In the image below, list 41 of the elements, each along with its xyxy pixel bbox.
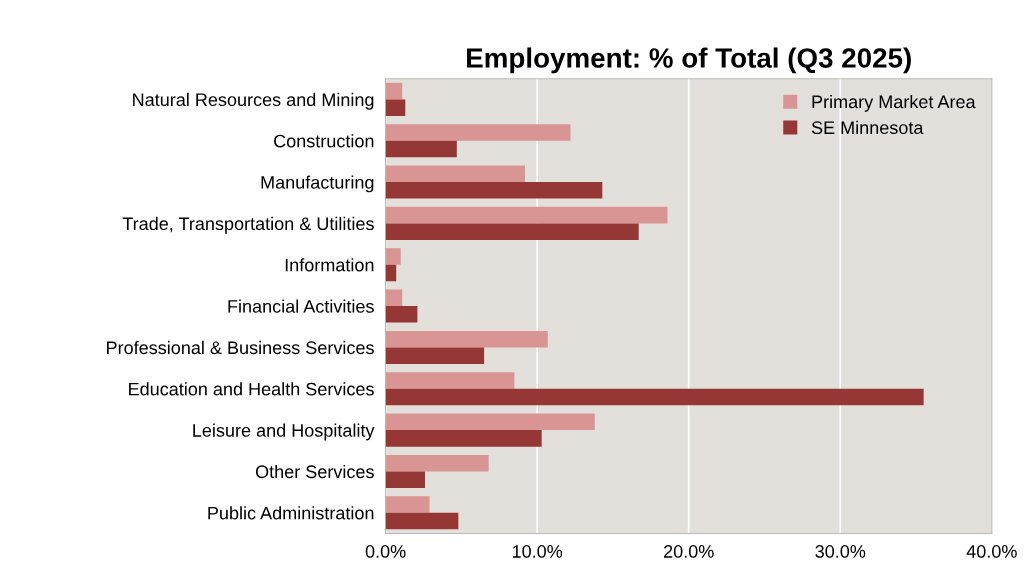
- bar: [385, 372, 515, 389]
- y-tick-label: Public Administration: [208, 506, 374, 520]
- bar: [385, 289, 403, 307]
- y-tick-label: Trade, Transportation & Utilities: [122, 216, 374, 234]
- x-tick-label: 40.0%: [966, 545, 1017, 558]
- bar: [385, 388, 924, 406]
- x-tick-label: 30.0%: [815, 545, 866, 558]
- bar: [385, 182, 603, 199]
- legend-label: Primary Market Area: [812, 94, 976, 112]
- bar: [385, 430, 542, 447]
- bar: [385, 124, 571, 141]
- bar: [385, 206, 668, 224]
- y-tick-label: Natural Resources and Mining: [133, 92, 374, 110]
- bar: [385, 471, 425, 488]
- bar: [385, 223, 639, 240]
- x-tick-label: 20.0%: [664, 545, 714, 558]
- bar: [385, 264, 397, 282]
- y-tick-label: Leisure and Hospitality: [193, 423, 375, 441]
- bar: [385, 454, 489, 472]
- bar: [385, 82, 403, 100]
- bar: [385, 306, 418, 323]
- bar: [385, 413, 595, 431]
- bar: [385, 248, 401, 265]
- y-tick-label: Manufacturing: [261, 175, 374, 193]
- chart-title: Employment: % of Total (Q3 2025): [467, 47, 911, 74]
- x-tick-label: 0.0%: [365, 545, 406, 558]
- x-tick-label: 10.0%: [512, 545, 563, 558]
- bar: [385, 330, 548, 348]
- y-tick-label: Other Services: [255, 464, 374, 479]
- y-tick-label: Information: [285, 258, 374, 272]
- y-tick-label: Financial Activities: [228, 299, 374, 313]
- y-tick-label: Professional & Business Services: [107, 340, 374, 355]
- bar: [385, 347, 485, 364]
- legend-label: SE Minnesota: [811, 120, 924, 135]
- bar: [385, 512, 459, 530]
- bar: [385, 99, 406, 116]
- bar: [385, 496, 430, 513]
- bar: [385, 140, 457, 158]
- y-tick-label: Construction: [274, 134, 374, 148]
- bar: [385, 165, 526, 183]
- y-tick-label: Education and Health Services: [129, 382, 374, 396]
